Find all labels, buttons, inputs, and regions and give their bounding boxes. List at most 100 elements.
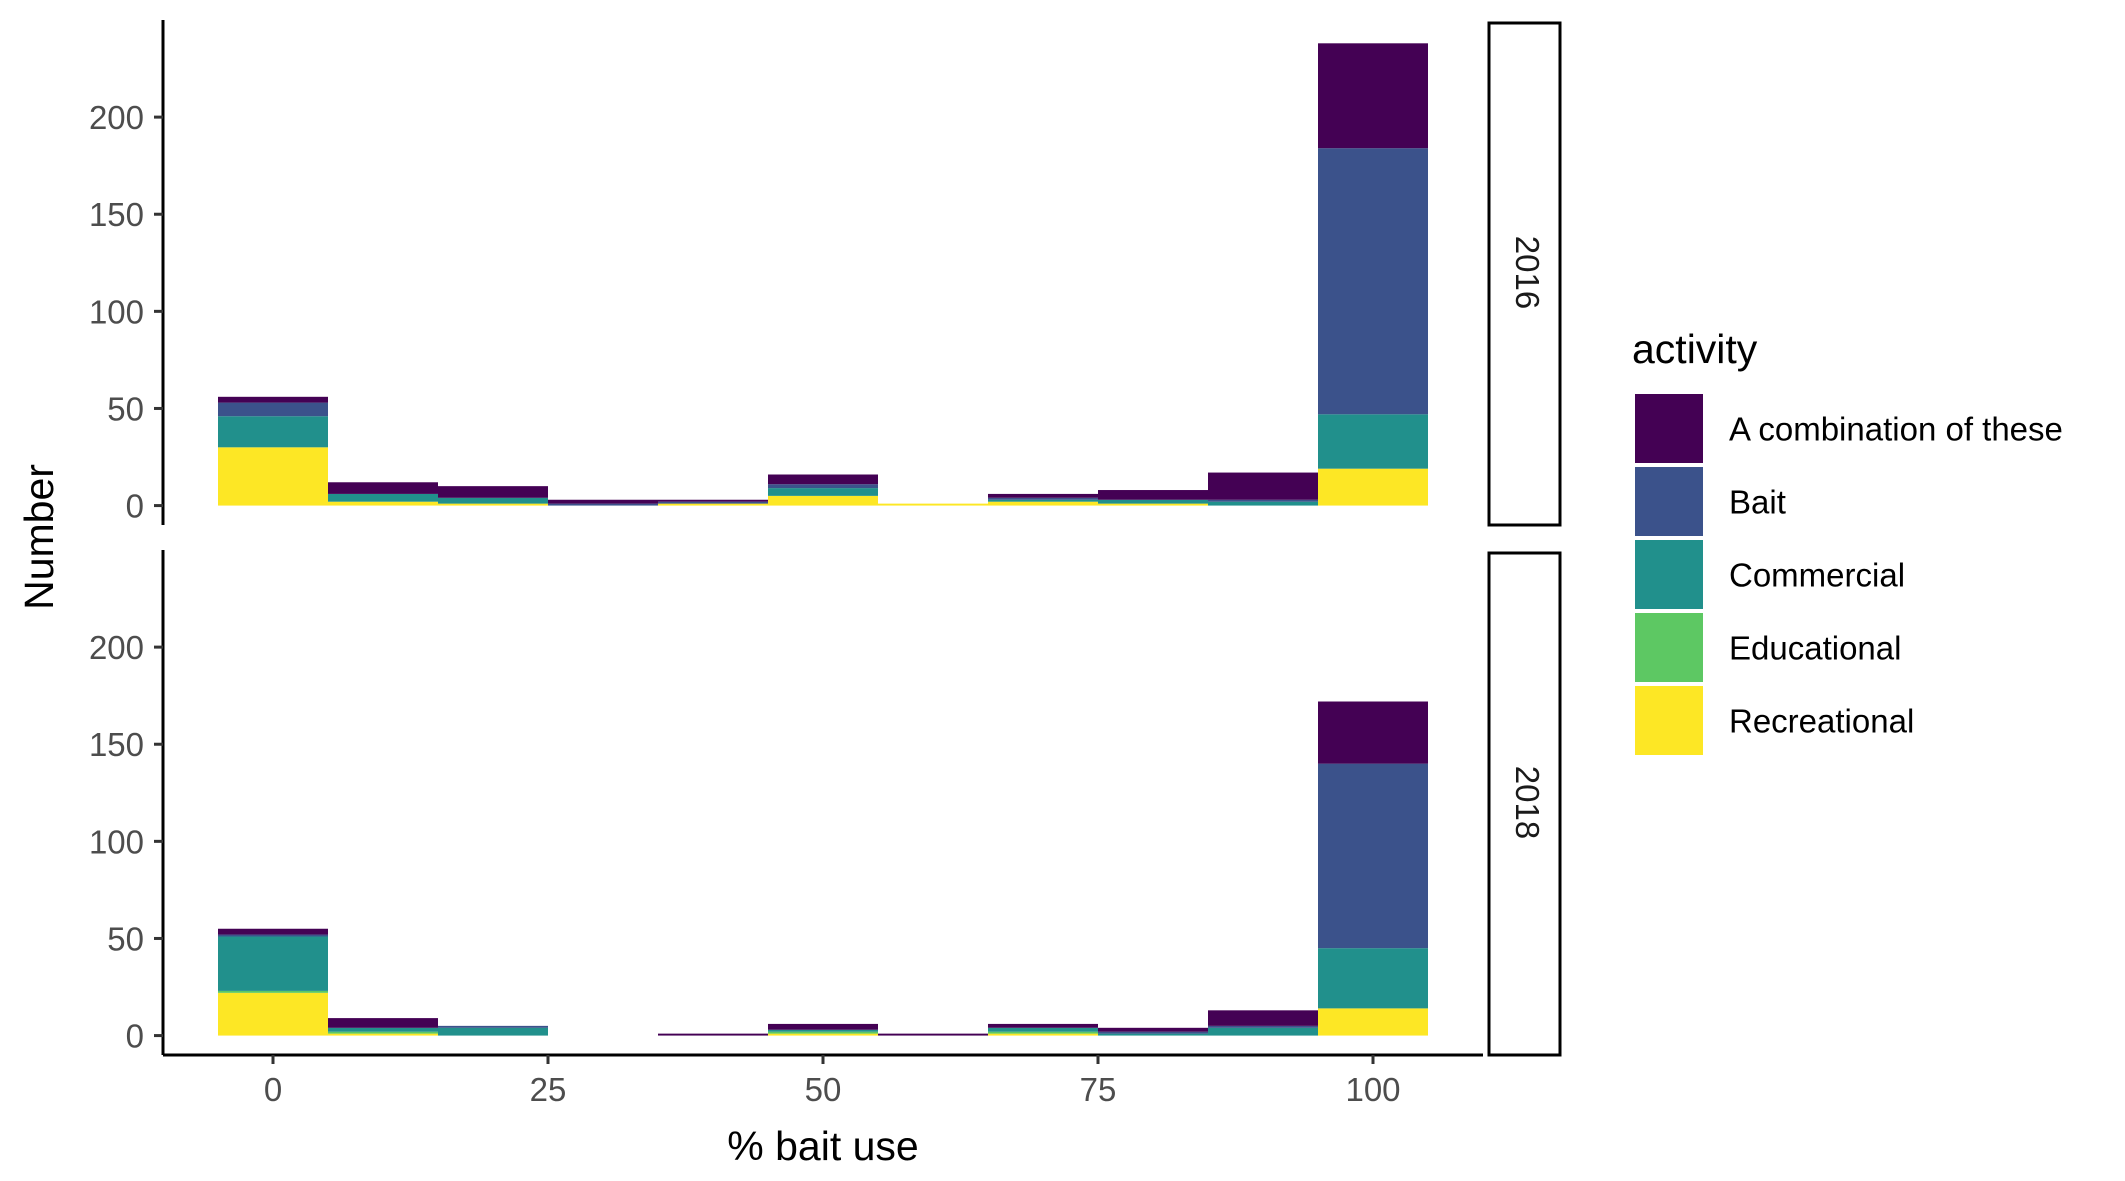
bar-segment — [1318, 148, 1428, 415]
bar-segment — [328, 1033, 438, 1036]
bar-segment — [1208, 472, 1318, 500]
bar-segment — [1318, 414, 1428, 469]
bar-segment — [988, 493, 1098, 498]
bar-segment — [1318, 948, 1428, 1009]
bar-segment — [218, 396, 328, 403]
bar-segment — [1098, 1033, 1208, 1036]
bar-segment — [658, 1033, 768, 1036]
legend: activity A combination of these Bait Comme… — [1632, 326, 2063, 755]
legend-label: A combination of these — [1729, 411, 2063, 448]
y-tick-label: 0 — [126, 488, 144, 525]
y-tick-label: 200 — [89, 99, 144, 136]
bar-segment — [768, 1023, 878, 1030]
bar-segment — [988, 1033, 1098, 1036]
bar-segment — [1098, 490, 1208, 500]
bar-segment — [1318, 701, 1428, 764]
bar-segment — [1208, 501, 1318, 506]
bar-segment — [218, 447, 328, 506]
bar-segment — [1208, 1027, 1318, 1036]
x-axis-title: % bait use — [727, 1123, 918, 1169]
bar-segment — [1318, 763, 1428, 949]
strip-label: 2016 — [1509, 236, 1546, 309]
bar-segment — [328, 1031, 438, 1034]
bar-segment — [768, 1031, 878, 1034]
bar-segment — [988, 1023, 1098, 1028]
x-axis: 0 25 50 75 100 — [163, 1053, 1483, 1108]
y-tick-label: 100 — [89, 293, 144, 330]
bar-segment — [658, 499, 768, 502]
bar-segment — [768, 484, 878, 489]
bar-segment — [988, 499, 1098, 502]
bar-segment — [328, 1027, 438, 1032]
bar-segment — [658, 503, 768, 506]
bar-segment — [218, 990, 328, 993]
bar-segment — [878, 1033, 988, 1036]
bar-segment — [438, 503, 548, 506]
legend-key — [1635, 540, 1703, 609]
bar-segment — [438, 1027, 548, 1036]
bar-segment — [218, 928, 328, 935]
bar-segment — [768, 488, 878, 496]
bar-segment — [768, 474, 878, 485]
bar-segment — [1098, 1031, 1208, 1034]
bar-segment — [328, 1018, 438, 1028]
bar-segment — [1208, 1010, 1318, 1026]
bar-segment — [768, 1033, 878, 1036]
legend-title: activity — [1632, 326, 1758, 372]
bar-segment — [988, 1031, 1098, 1034]
x-tick-label: 0 — [264, 1071, 282, 1108]
bar-segment — [218, 402, 328, 417]
legend-label: Recreational — [1729, 703, 1914, 740]
x-tick-label: 100 — [1345, 1071, 1400, 1108]
legend-key — [1635, 686, 1703, 755]
bar-segment — [1208, 499, 1318, 502]
legend-label: Educational — [1729, 630, 1901, 667]
x-tick-label: 50 — [805, 1071, 842, 1108]
legend-label: Bait — [1729, 484, 1786, 521]
bar-segment — [1208, 1025, 1318, 1028]
bar-segment — [328, 493, 438, 502]
strip-box — [1487, 21, 1562, 527]
y-tick-label: 150 — [89, 726, 144, 763]
y-tick-label: 200 — [89, 629, 144, 666]
bars — [218, 701, 1428, 1036]
bar-segment — [768, 495, 878, 506]
bar-segment — [328, 482, 438, 494]
legend-label: Commercial — [1729, 557, 1905, 594]
bar-segment — [548, 503, 658, 506]
x-tick-label: 25 — [530, 1071, 567, 1108]
bar-segment — [438, 1025, 548, 1028]
legend-key — [1635, 467, 1703, 536]
bar-segment — [218, 934, 328, 937]
y-tick-label: 150 — [89, 196, 144, 233]
panel-2018: 0 50 100 150 200 2018 — [89, 550, 1562, 1057]
bar-segment — [218, 416, 328, 448]
strip-box — [1487, 551, 1562, 1057]
bar-segment — [218, 936, 328, 991]
x-tick-label: 75 — [1080, 1071, 1117, 1108]
bar-segment — [658, 501, 768, 504]
bar-segment — [878, 503, 988, 506]
bar-segment — [438, 497, 548, 504]
y-tick-label: 50 — [107, 920, 144, 957]
bar-segment — [1318, 1008, 1428, 1036]
bar-segment — [548, 499, 658, 504]
bar-segment — [1098, 499, 1208, 504]
bar-segment — [988, 501, 1098, 506]
y-axis-title: Number — [16, 464, 62, 610]
strip-label: 2018 — [1509, 766, 1546, 839]
y-tick-label: 0 — [126, 1018, 144, 1055]
panel-2016: 0 50 100 150 200 2016 — [89, 20, 1562, 527]
bar-segment — [1098, 503, 1208, 506]
bar-segment — [1098, 1027, 1208, 1032]
bar-segment — [218, 992, 328, 1036]
y-tick-label: 100 — [89, 823, 144, 860]
legend-key — [1635, 394, 1703, 463]
bar-segment — [768, 1029, 878, 1032]
panels-layer: 0 50 100 150 200 2016 0 50 100 150 200 2018 — [89, 20, 1562, 1057]
bar-segment — [328, 501, 438, 506]
bar-segment — [1318, 468, 1428, 506]
bars — [218, 43, 1428, 506]
bar-segment — [988, 1027, 1098, 1032]
